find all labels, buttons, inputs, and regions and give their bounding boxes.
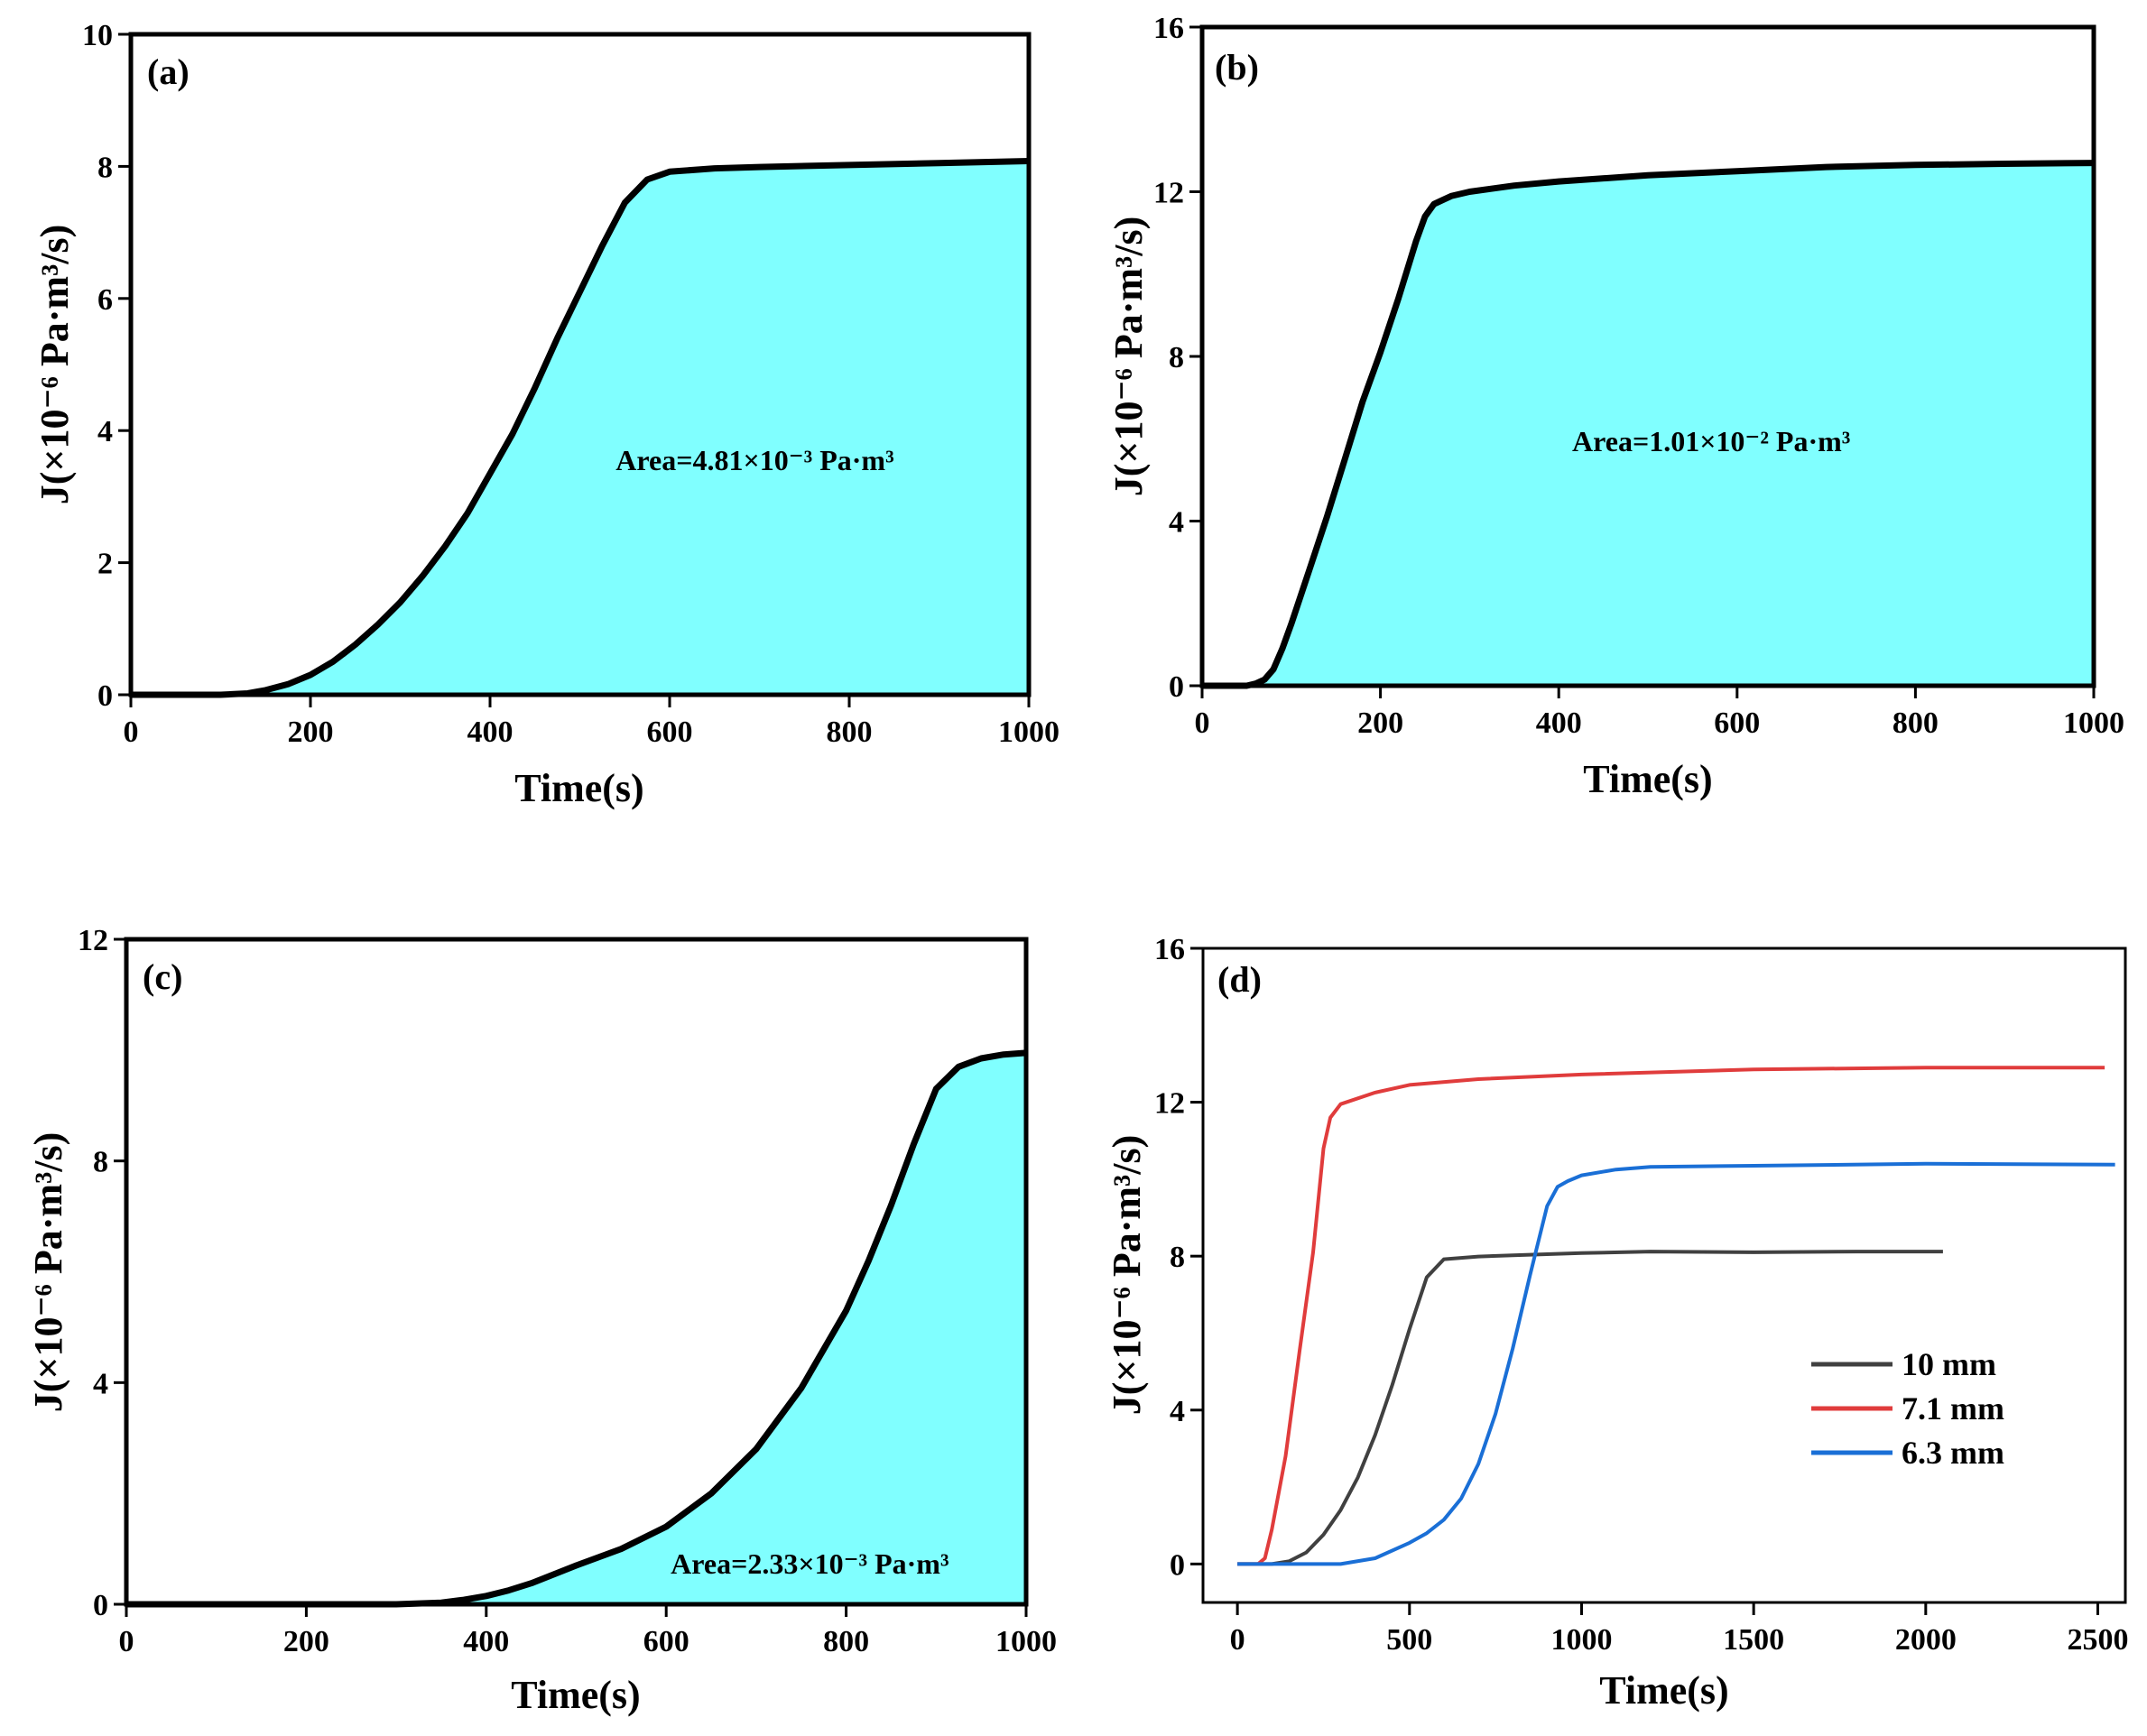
panel-b-ylabel: J(×10⁻⁶ Pa·m³/s) (1106, 217, 1151, 497)
x-tick-label: 0 (1230, 1623, 1245, 1657)
x-tick-label: 1000 (2063, 706, 2124, 740)
panel-d-frame (1201, 946, 2127, 1604)
y-tick-label: 0 (97, 679, 113, 713)
x-tick-label: 400 (467, 716, 514, 749)
panel-c-area (126, 1052, 1026, 1604)
x-tick-label: 400 (1536, 706, 1582, 740)
y-tick-label: 8 (1169, 341, 1184, 374)
panel-c-annotation: Area=2.33×10⁻³ Pa·m³ (671, 1547, 949, 1580)
panel-b: 0 200 400 600 800 1000 0 4 8 12 16 (b) Area=1.01×1… (1106, 12, 2124, 801)
panel-b-xlabel: Time(s) (1583, 757, 1712, 801)
x-tick-label: 0 (119, 1625, 134, 1658)
panel-c-label: (c) (143, 956, 182, 997)
panel-a-curve (131, 158, 1030, 698)
panel-a-ylabel: J(×10⁻⁶ Pa·m³/s) (32, 225, 77, 505)
x-tick-label: 400 (463, 1625, 509, 1658)
panel-a-annotation: Area=4.81×10⁻³ Pa·m³ (615, 444, 893, 476)
x-tick-label: 1000 (995, 1625, 1057, 1658)
x-tick-label: 0 (124, 716, 139, 749)
x-tick-label: 0 (1195, 706, 1210, 740)
x-tick-label: 200 (283, 1625, 329, 1658)
panel-c-frame (124, 937, 1029, 1607)
legend-label-10mm: 10 mm (1902, 1346, 1996, 1382)
panel-c-ylabel: J(×10⁻⁶ Pa·m³/s) (26, 1132, 70, 1413)
panel-a-ticks: 0 200 400 600 800 1000 0 2 4 6 8 10 (82, 19, 1060, 749)
y-tick-label: 0 (1170, 1548, 1185, 1582)
y-tick-label: 2 (97, 548, 113, 581)
panel-d-xlabel: Time(s) (1599, 1668, 1728, 1713)
y-tick-label: 16 (1154, 933, 1185, 966)
panel-a-area (131, 161, 1029, 695)
panel-d-ticks: 0 500 1000 1500 2000 2500 0 4 8 12 16 (1154, 933, 2128, 1657)
panel-b-area (1202, 162, 2094, 687)
y-tick-label: 8 (93, 1146, 108, 1179)
panel-b-label: (b) (1215, 47, 1259, 88)
y-tick-label: 4 (97, 415, 113, 448)
legend-label-6-3mm: 6.3 mm (1902, 1435, 2004, 1471)
panel-d-legend: 10 mm 7.1 mm 6.3 mm (1811, 1346, 2004, 1471)
x-tick-label: 2000 (1895, 1623, 1957, 1657)
panel-d-series-10mm (1237, 1250, 1943, 1566)
panel-a-frame (128, 32, 1032, 697)
x-tick-label: 800 (827, 716, 873, 749)
y-tick-label: 4 (1170, 1395, 1185, 1428)
x-tick-label: 1000 (1550, 1623, 1612, 1657)
legend-label-7-1mm: 7.1 mm (1902, 1390, 2004, 1427)
panel-a: 0 200 400 600 800 1000 0 2 4 6 8 10 (a) Area=4.81×1… (32, 19, 1060, 810)
y-tick-label: 0 (1169, 670, 1184, 704)
x-tick-label: 800 (823, 1625, 869, 1658)
y-tick-label: 4 (1169, 506, 1184, 540)
panel-a-label: (a) (147, 51, 190, 92)
panel-c-curve (126, 1049, 1027, 1608)
panel-c: 0 200 400 600 800 1000 0 4 8 12 (c) Area=2.33×10⁻… (26, 924, 1057, 1717)
y-tick-label: 12 (1154, 1087, 1185, 1121)
panel-d-series-7-1mm (1237, 1066, 2105, 1566)
y-tick-label: 6 (97, 283, 113, 317)
panel-c-ticks: 0 200 400 600 800 1000 0 4 8 12 (78, 924, 1057, 1658)
panel-d-label: (d) (1217, 959, 1262, 1000)
panel-b-curve (1202, 160, 2095, 689)
x-tick-label: 1000 (998, 716, 1060, 749)
panel-d-series-6-3mm (1237, 1161, 2115, 1566)
x-tick-label: 600 (647, 716, 693, 749)
panel-d-ylabel: J(×10⁻⁶ Pa·m³/s) (1105, 1135, 1149, 1416)
panel-a-xlabel: Time(s) (514, 766, 643, 810)
x-tick-label: 600 (1714, 706, 1760, 740)
x-tick-label: 2500 (2067, 1623, 2128, 1657)
x-tick-label: 500 (1386, 1623, 1432, 1657)
y-tick-label: 8 (1170, 1241, 1185, 1274)
y-tick-label: 12 (78, 924, 108, 957)
x-tick-label: 200 (1357, 706, 1403, 740)
y-tick-label: 12 (1153, 177, 1184, 210)
panel-c-xlabel: Time(s) (511, 1673, 640, 1717)
x-tick-label: 200 (288, 716, 334, 749)
y-tick-label: 10 (82, 19, 113, 52)
x-tick-label: 800 (1893, 706, 1939, 740)
y-tick-label: 0 (93, 1589, 108, 1622)
x-tick-label: 600 (643, 1625, 689, 1658)
panel-b-ticks: 0 200 400 600 800 1000 0 4 8 12 16 (1153, 12, 2124, 740)
y-tick-label: 4 (93, 1367, 108, 1400)
y-tick-label: 8 (97, 151, 113, 184)
panel-b-annotation: Area=1.01×10⁻² Pa·m³ (1572, 425, 1850, 457)
y-tick-label: 16 (1153, 12, 1184, 45)
x-tick-label: 1500 (1723, 1623, 1784, 1657)
